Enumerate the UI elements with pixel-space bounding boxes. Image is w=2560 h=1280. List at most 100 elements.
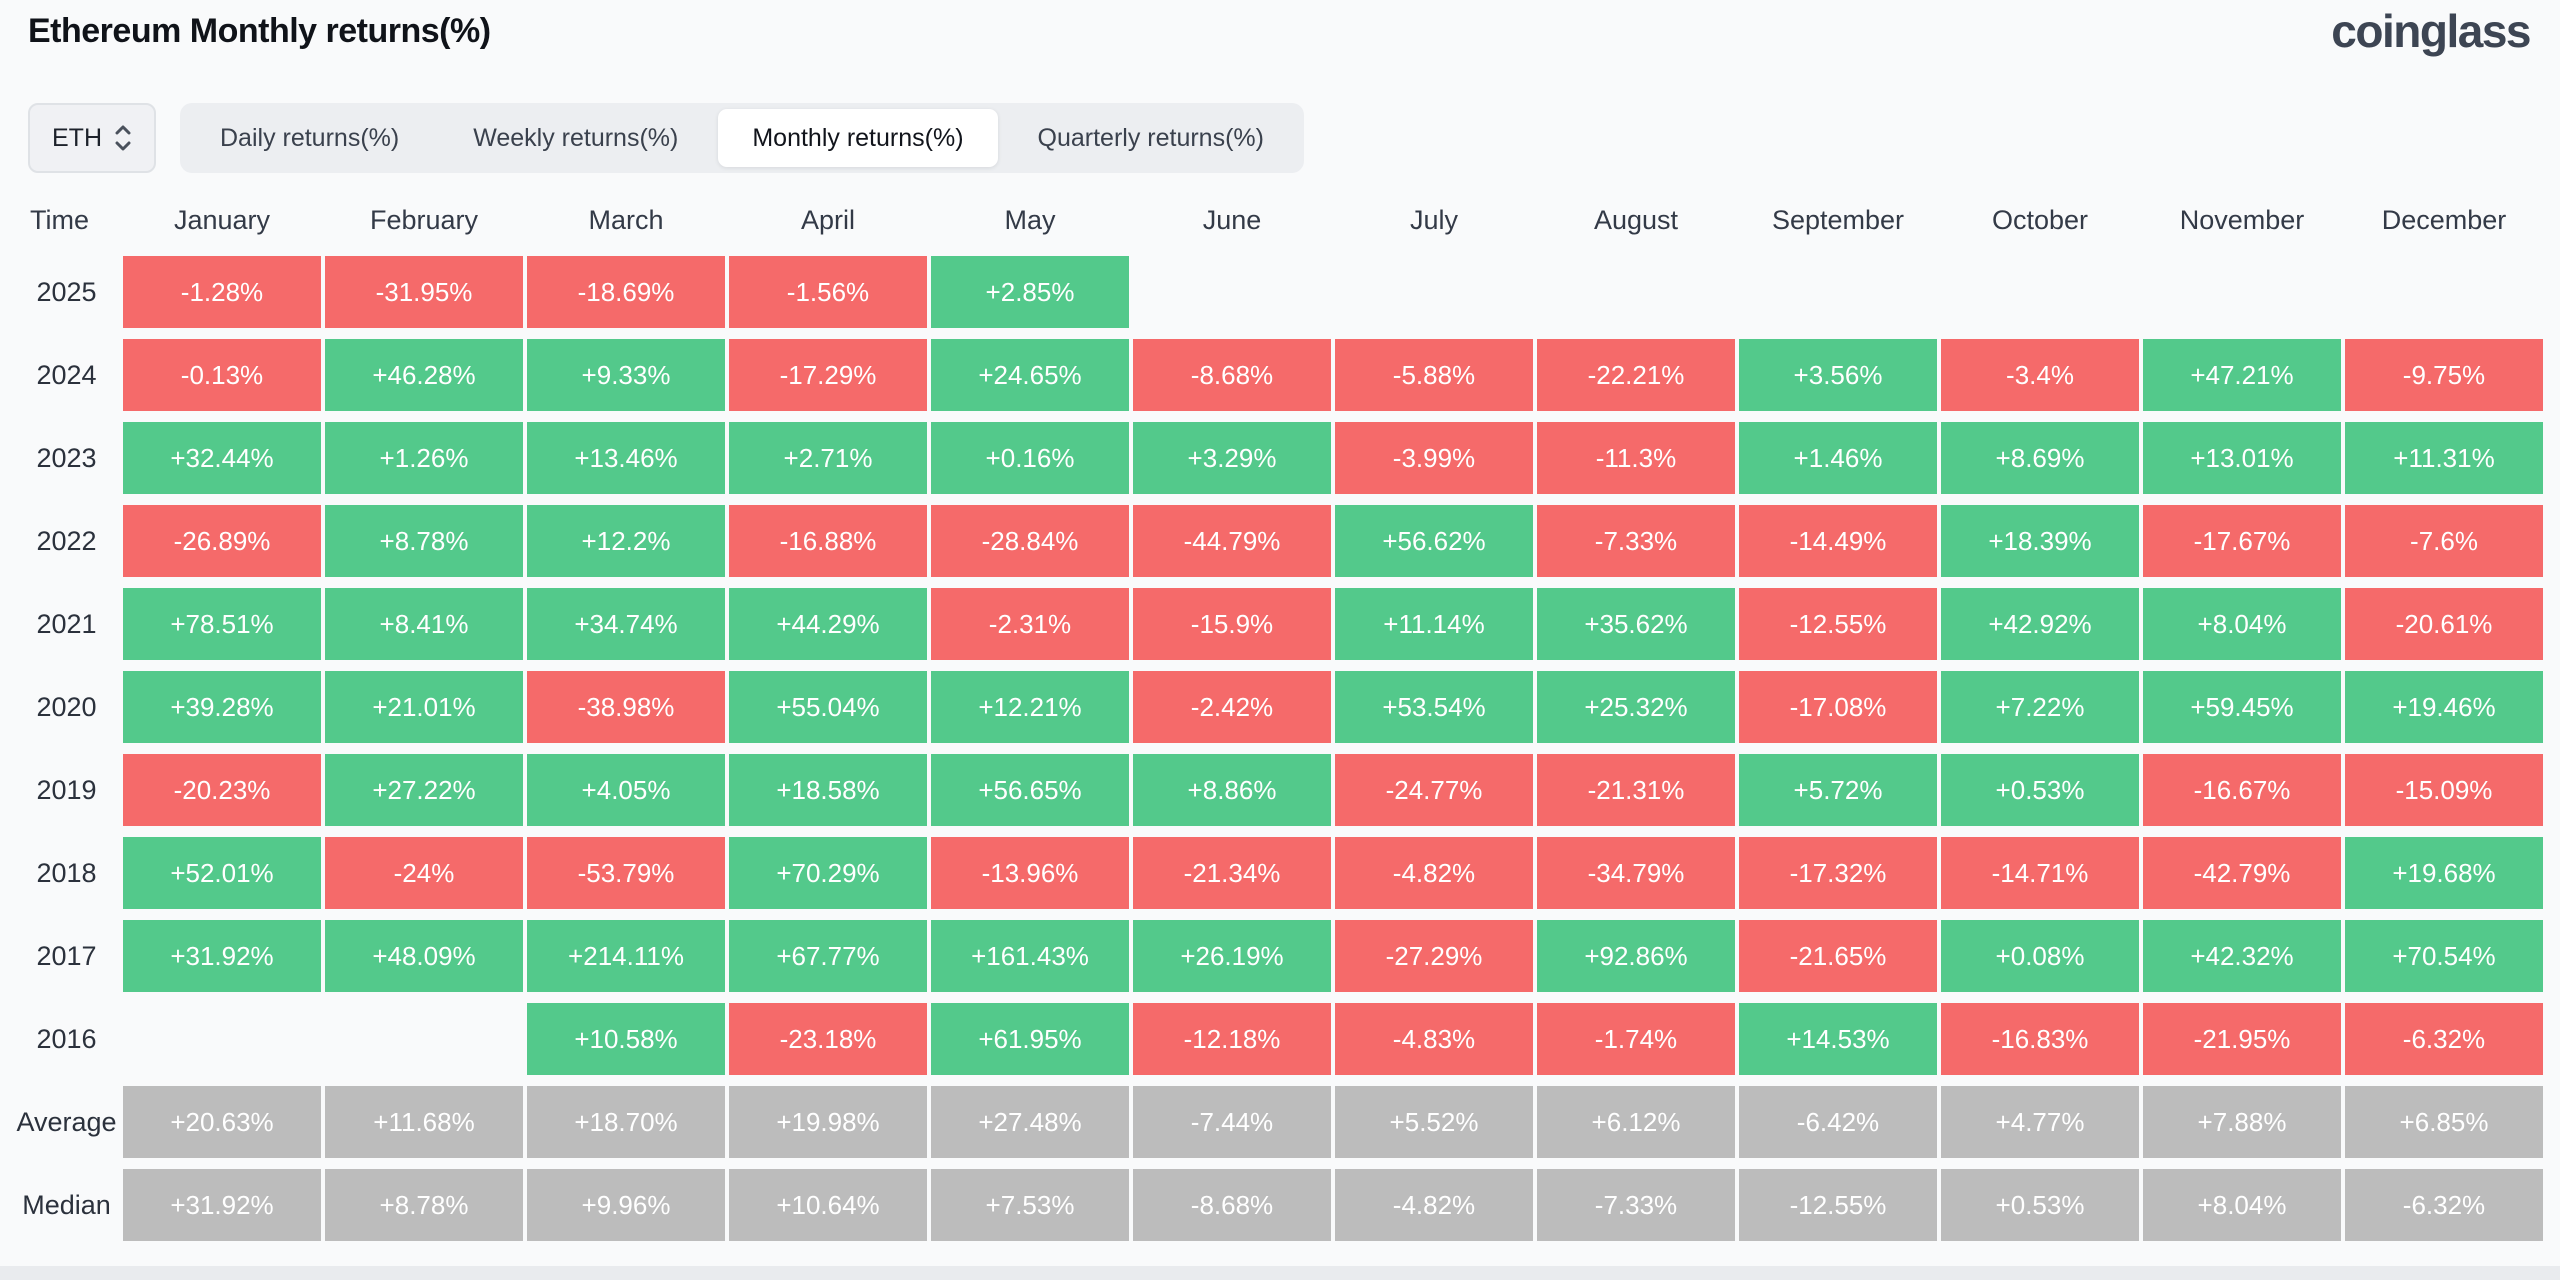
return-cell: -15.9% bbox=[1133, 588, 1331, 660]
return-cell: -4.83% bbox=[1335, 1003, 1533, 1075]
return-cell: -11.3% bbox=[1537, 422, 1735, 494]
return-cell: +2.71% bbox=[729, 422, 927, 494]
return-cell bbox=[2143, 256, 2341, 328]
return-cell: -38.98% bbox=[527, 671, 725, 743]
tab-monthly-returns[interactable]: Monthly returns(%) bbox=[718, 109, 998, 167]
month-column-header: January bbox=[173, 204, 271, 235]
return-cell: +44.29% bbox=[729, 588, 927, 660]
return-cell: -6.32% bbox=[2345, 1003, 2543, 1075]
return-cell: +52.01% bbox=[123, 837, 321, 909]
coin-selector[interactable]: ETH bbox=[28, 103, 156, 173]
return-cell: +24.65% bbox=[931, 339, 1129, 411]
return-cell: -5.88% bbox=[1335, 339, 1533, 411]
return-cell: -18.69% bbox=[527, 256, 725, 328]
return-cell: +11.68% bbox=[325, 1086, 523, 1158]
return-cell bbox=[2345, 256, 2543, 328]
return-cell: +214.11% bbox=[527, 920, 725, 992]
return-cell: +26.19% bbox=[1133, 920, 1331, 992]
month-column-header: March bbox=[588, 204, 664, 235]
return-cell: -16.67% bbox=[2143, 754, 2341, 826]
row-label: 2016 bbox=[36, 1023, 97, 1054]
month-column-header: April bbox=[800, 204, 855, 235]
return-cell bbox=[123, 1003, 321, 1075]
return-cell: +161.43% bbox=[931, 920, 1129, 992]
month-column-header: December bbox=[2381, 204, 2507, 235]
row-label: 2025 bbox=[36, 276, 97, 307]
return-cell: +27.22% bbox=[325, 754, 523, 826]
return-cell: -7.44% bbox=[1133, 1086, 1331, 1158]
return-cell: +10.58% bbox=[527, 1003, 725, 1075]
return-cell: +8.04% bbox=[2143, 1169, 2341, 1241]
return-cell: +19.46% bbox=[2345, 671, 2543, 743]
return-cell: -17.08% bbox=[1739, 671, 1937, 743]
return-cell: +35.62% bbox=[1537, 588, 1735, 660]
return-cell: -17.29% bbox=[729, 339, 927, 411]
row-label: 2024 bbox=[36, 359, 97, 390]
return-cell: -24.77% bbox=[1335, 754, 1533, 826]
tab-weekly-returns[interactable]: Weekly returns(%) bbox=[439, 109, 712, 167]
tab-quarterly-returns[interactable]: Quarterly returns(%) bbox=[1004, 109, 1298, 167]
return-cell: +8.86% bbox=[1133, 754, 1331, 826]
return-cell: +3.56% bbox=[1739, 339, 1937, 411]
coinglass-logo[interactable]: coinglass bbox=[2331, 5, 2531, 57]
return-cell: -21.34% bbox=[1133, 837, 1331, 909]
return-cell: -17.67% bbox=[2143, 505, 2341, 577]
return-cell: -16.83% bbox=[1941, 1003, 2139, 1075]
return-cell: +4.77% bbox=[1941, 1086, 2139, 1158]
return-cell: +7.88% bbox=[2143, 1086, 2341, 1158]
return-cell: +9.33% bbox=[527, 339, 725, 411]
controls-row: ETH Daily returns(%) Weekly returns(%) M… bbox=[28, 103, 1304, 173]
tab-daily-returns[interactable]: Daily returns(%) bbox=[186, 109, 433, 167]
return-cell: +56.62% bbox=[1335, 505, 1533, 577]
return-cell: +31.92% bbox=[123, 1169, 321, 1241]
return-cell: +2.85% bbox=[931, 256, 1129, 328]
return-cell: -1.28% bbox=[123, 256, 321, 328]
return-cell: +3.29% bbox=[1133, 422, 1331, 494]
coin-selector-value: ETH bbox=[52, 123, 102, 152]
return-cell: -27.29% bbox=[1335, 920, 1533, 992]
return-cell: +9.96% bbox=[527, 1169, 725, 1241]
return-cell: +42.92% bbox=[1941, 588, 2139, 660]
return-cell: +11.31% bbox=[2345, 422, 2543, 494]
return-cell: -53.79% bbox=[527, 837, 725, 909]
return-cell bbox=[1537, 256, 1735, 328]
return-cell: +8.69% bbox=[1941, 422, 2139, 494]
return-cell: -6.32% bbox=[2345, 1169, 2543, 1241]
return-cell: +0.53% bbox=[1941, 1169, 2139, 1241]
return-cell: +47.21% bbox=[2143, 339, 2341, 411]
return-cell: +0.08% bbox=[1941, 920, 2139, 992]
return-cell: +10.64% bbox=[729, 1169, 927, 1241]
return-cell: +14.53% bbox=[1739, 1003, 1937, 1075]
return-cell: +32.44% bbox=[123, 422, 321, 494]
row-label: 2022 bbox=[36, 525, 97, 556]
return-cell: +92.86% bbox=[1537, 920, 1735, 992]
return-cell: +0.16% bbox=[931, 422, 1129, 494]
return-cell: -9.75% bbox=[2345, 339, 2543, 411]
return-cell: +67.77% bbox=[729, 920, 927, 992]
return-cell: -20.61% bbox=[2345, 588, 2543, 660]
return-cell bbox=[325, 1003, 523, 1075]
return-cell bbox=[1335, 256, 1533, 328]
return-cell: -26.89% bbox=[123, 505, 321, 577]
month-column-header: October bbox=[1991, 204, 2089, 235]
return-cell: +39.28% bbox=[123, 671, 321, 743]
month-column-header: May bbox=[1004, 204, 1056, 235]
return-cell: +4.05% bbox=[527, 754, 725, 826]
return-cell: +7.22% bbox=[1941, 671, 2139, 743]
return-cell: +7.53% bbox=[931, 1169, 1129, 1241]
month-column-header: June bbox=[1202, 204, 1262, 235]
return-cell: -1.56% bbox=[729, 256, 927, 328]
return-cell: +8.78% bbox=[325, 505, 523, 577]
return-cell bbox=[1739, 256, 1937, 328]
return-cell: +0.53% bbox=[1941, 754, 2139, 826]
row-label: 2023 bbox=[36, 442, 97, 473]
return-cell: +13.46% bbox=[527, 422, 725, 494]
return-cell: +11.14% bbox=[1335, 588, 1533, 660]
return-cell: +18.39% bbox=[1941, 505, 2139, 577]
month-column-header: July bbox=[1409, 204, 1458, 235]
return-cell: -7.33% bbox=[1537, 1169, 1735, 1241]
return-cell: -3.4% bbox=[1941, 339, 2139, 411]
return-cell: -2.42% bbox=[1133, 671, 1331, 743]
return-cell: +61.95% bbox=[931, 1003, 1129, 1075]
return-cell: +70.29% bbox=[729, 837, 927, 909]
